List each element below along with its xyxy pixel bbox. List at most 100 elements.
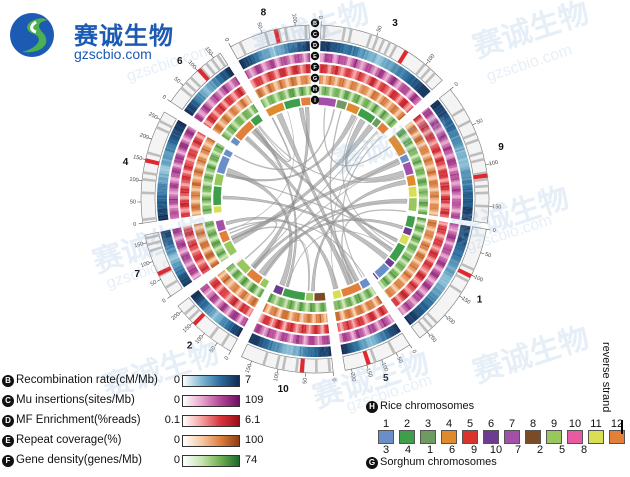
heatmap-cell [169,200,178,202]
legend-badge: F [2,455,14,467]
heatmap-cell [157,202,167,204]
heatmap-cell [180,201,189,203]
heatmap-cell [463,195,473,197]
sorghum-chromosome-number: 3 [377,444,395,456]
heatmap-cell [316,336,318,345]
track-badge-letter: D [313,43,317,49]
rice-chromosome-number: 5 [461,418,479,430]
heatmap-cell [316,347,318,357]
legend-badge: G [366,457,378,469]
heatmap-cell [157,197,167,199]
heatmap-cell [452,197,461,199]
tick-label: 50 [173,76,182,85]
rice-chromosome-swatch [420,430,436,444]
tick-label: 50 [302,378,308,384]
synteny-link [334,241,356,285]
rice-chromosome-swatch [525,430,541,444]
synteny-block [219,230,230,243]
legend-min: 0 [170,374,180,386]
heatmap-cell [318,347,320,357]
sorghum-chromosome-number: 6 [443,444,461,456]
synteny-block [408,186,417,197]
tick-label: 100 [380,362,389,373]
chromosome-label: 1 [477,294,483,305]
tick-label: 250 [427,333,438,344]
sorghum-chromosome-number: 1 [421,444,439,456]
axis-tick [229,351,231,354]
heatmap-cell [180,197,189,199]
rice-legend-label: Rice chromosomes [380,400,474,412]
heatmap-cell [316,314,318,323]
axis-tick [250,361,251,365]
axis-tick [167,296,170,298]
legend-max: 6.1 [245,414,260,426]
tick-label: 150 [134,241,144,249]
tick-label: 150 [182,323,193,334]
synteny-block [273,285,284,296]
heatmap-cell [313,314,314,323]
sorghum-chromosome-number: 9 [465,444,483,456]
axis-tick [148,138,152,139]
sorghum-chromosome-number: 10 [487,444,505,456]
legend-min: 0 [170,434,180,446]
heatmap-cell [202,200,211,201]
synteny-block [408,198,417,211]
heatmap-cell [314,347,316,357]
rice-chromosome-number: 10 [566,418,584,430]
heatmap-cell [317,314,319,323]
heatmap-cell [169,202,178,204]
chromosome-label: 7 [135,269,141,280]
axis-tick [450,87,453,90]
rice-chromosome-swatch [588,430,604,444]
heatmap-cell [441,197,450,199]
heatmap-cell [441,199,450,201]
heatmap-cell [313,325,315,334]
tick-label: 50 [130,199,136,205]
sorghum-legend-label: Sorghum chromosomes [380,456,497,468]
synteny-block [213,206,222,213]
heatmap-cell [202,199,211,200]
tick-label: 0 [161,94,167,101]
legend-badge: C [2,395,14,407]
synteny-block [402,162,413,176]
heatmap-cell [191,199,200,200]
heatmap-cell [180,199,189,201]
logo-domain: gzscbio.com [74,46,152,62]
tick-label: 100 [273,372,281,382]
legend-min: 0.1 [162,414,180,426]
tick-label: 200 [445,315,456,326]
heatmap-cell [419,199,428,200]
tick-label: 50 [476,118,484,126]
heatmap-cell [202,197,211,198]
sorghum-chromosome-number: 8 [575,444,593,456]
tick-label: 50 [209,346,217,354]
synteny-block [346,103,360,115]
tick-label: 50 [150,279,158,287]
heatmap-cell [463,197,473,199]
legend-row-gene-density: F Gene density(genes/Mb) 0 74 [2,454,262,470]
rice-chromosome-number: 4 [440,418,458,430]
heatmap-cell [441,196,450,198]
heatmap-cell [317,336,319,345]
track-badge-letter: G [313,76,317,82]
legend-label: Gene density(genes/Mb) [16,454,142,466]
track-badge-letter: C [313,32,317,38]
tick-label: 100 [488,160,498,168]
legend-max: 109 [245,394,263,406]
synteny-block [301,97,311,106]
tick-label: 150 [492,204,501,210]
strand-marker [621,420,623,434]
heatmap-cell [157,199,167,201]
logo-mark-icon [8,10,68,60]
tick-label: 0 [330,378,336,382]
heatmap-cell [419,196,428,197]
legend-label: Recombination rate(cM/Mb) [16,374,158,386]
heatmap-cell [430,199,439,200]
axis-tick [486,229,490,230]
rice-chromosome-swatch [441,430,457,444]
legend-color-ramp [182,455,240,467]
chromosome-label: 3 [392,18,398,29]
axis-tick [215,343,217,346]
tick-label: 0 [492,228,496,234]
synteny-block [215,220,226,232]
